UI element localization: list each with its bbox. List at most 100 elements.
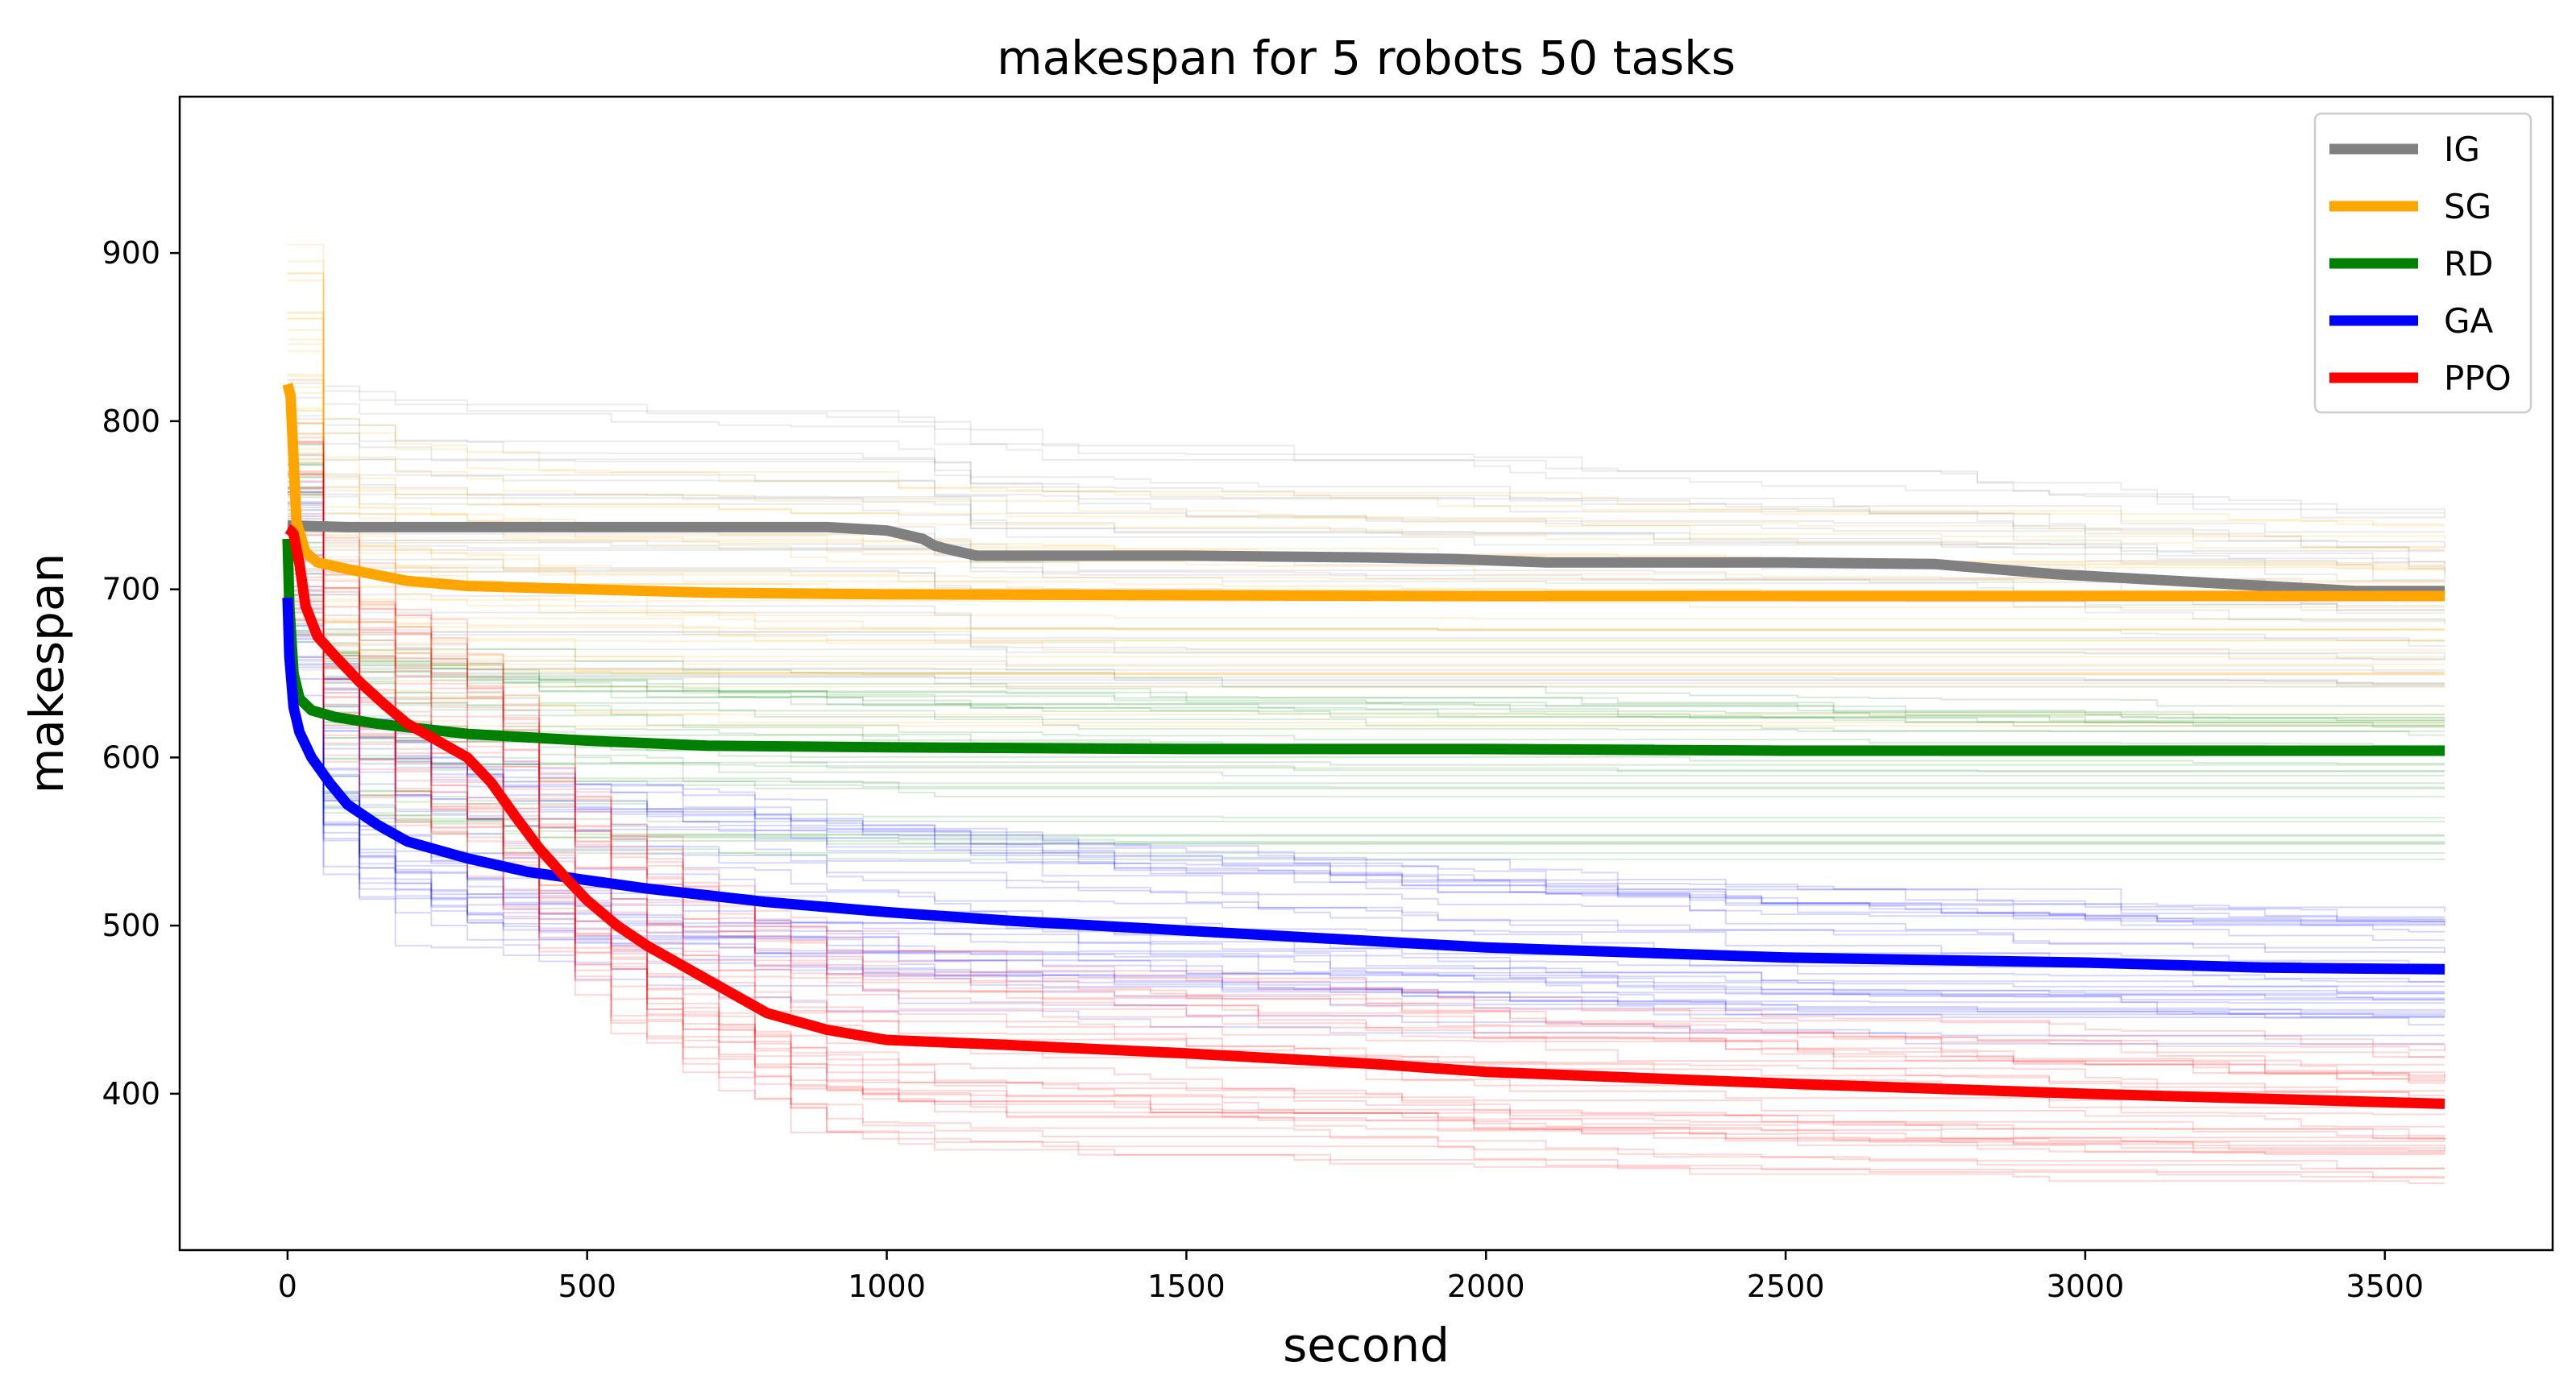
run-trace-rd: [287, 553, 2445, 789]
run-trace-ppo: [287, 472, 2445, 1076]
run-trace-rd: [287, 619, 2445, 844]
run-trace-ig: [287, 623, 2445, 673]
run-trace-sg: [287, 408, 2445, 631]
run-trace-ig: [287, 418, 2445, 533]
run-trace-rd: [287, 600, 2445, 819]
run-trace-ga: [287, 594, 2445, 992]
run-trace-rd: [287, 491, 2445, 747]
run-trace-sg: [287, 409, 2445, 631]
run-trace-sg: [287, 448, 2445, 676]
run-trace-ig: [287, 493, 2446, 579]
x-tick-label: 1000: [848, 1269, 926, 1304]
run-trace-ppo: [287, 569, 2446, 1140]
run-trace-rd: [287, 464, 2445, 718]
run-trace-ppo: [287, 599, 2445, 1152]
run-trace-sg: [287, 494, 2445, 715]
run-trace-ga: [287, 504, 2446, 912]
run-trace-ga: [287, 590, 2445, 983]
run-trace-rd: [287, 568, 2445, 789]
run-trace-ig: [287, 464, 2446, 574]
run-trace-ppo: [287, 601, 2445, 1155]
run-trace-rd: [287, 640, 2445, 860]
run-trace-sg: [287, 452, 2445, 675]
run-trace-ig: [287, 486, 2445, 582]
run-trace-sg: [287, 422, 2445, 642]
run-trace-ppo: [287, 576, 2446, 1151]
run-trace-rd: [287, 476, 2445, 722]
run-trace-sg: [287, 461, 2445, 665]
run-trace-sg: [287, 260, 2445, 525]
run-trace-ga: [287, 666, 2445, 1019]
series-line-ppo: [284, 524, 2445, 1109]
chart-title: makespan for 5 robots 50 tasks: [997, 31, 1736, 85]
run-trace-rd: [287, 453, 2445, 722]
series-line-sg: [282, 383, 2445, 602]
mean-series-lines: [282, 383, 2445, 1109]
run-trace-ig: [287, 379, 2445, 514]
run-trace-rd: [287, 630, 2445, 845]
run-trace-ig: [287, 655, 2445, 688]
run-trace-rd: [287, 541, 2445, 776]
run-trace-ppo: [287, 617, 2445, 1170]
run-trace-ig: [287, 396, 2445, 519]
run-trace-ig: [287, 515, 2445, 597]
series-line-ig: [287, 520, 2445, 597]
run-trace-ppo: [287, 579, 2445, 1154]
run-trace-ga: [287, 517, 2445, 923]
run-trace-ig: [287, 487, 2445, 581]
run-trace-ga: [287, 528, 2445, 933]
run-trace-ga: [287, 641, 2445, 1017]
run-trace-ga: [287, 481, 2445, 922]
run-trace-ppo: [287, 437, 2445, 1058]
legend-label-ppo: PPO: [2444, 358, 2512, 398]
run-trace-ga: [287, 624, 2445, 1001]
run-trace-ga: [287, 694, 2445, 1045]
legend: IG SG RD GA PPO: [2313, 112, 2532, 414]
x-tick-label: 500: [558, 1269, 616, 1304]
run-trace-ig: [287, 415, 2445, 551]
run-trace-sg: [287, 433, 2445, 658]
x-axis-label: second: [1283, 1318, 1450, 1373]
x-axis-ticks: 0 500 1000 1500 2000 2500 3000 3500: [278, 1250, 2424, 1304]
run-trace-ppo: [287, 561, 2445, 1141]
plot-frame: [178, 95, 2554, 1252]
run-trace-rd: [287, 623, 2445, 843]
legend-label-sg: SG: [2444, 187, 2491, 226]
run-trace-ga: [287, 502, 2445, 920]
run-trace-ga: [287, 664, 2445, 1018]
run-trace-ig: [287, 619, 2445, 660]
run-trace-ppo: [287, 516, 2445, 1096]
y-tick-label: 700: [102, 572, 160, 607]
run-trace-ppo: [287, 454, 2446, 1079]
legend-box: [2313, 112, 2532, 414]
run-trace-ig: [287, 474, 2446, 564]
run-trace-ig: [287, 590, 2446, 647]
run-trace-ppo: [287, 474, 2446, 1078]
y-tick-label: 900: [102, 235, 160, 271]
run-trace-ig: [287, 631, 2446, 660]
y-tick-label: 800: [102, 404, 160, 439]
run-trace-rd: [287, 494, 2445, 727]
run-trace-rd: [287, 487, 2445, 727]
run-trace-ga: [287, 559, 2446, 954]
run-trace-ga: [287, 656, 2445, 1026]
series-line-ga: [282, 597, 2445, 975]
run-trace-ig: [287, 669, 2445, 685]
run-trace-ppo: [287, 607, 2445, 1153]
legend-label-ig: IG: [2444, 130, 2480, 169]
run-trace-ppo: [287, 607, 2445, 1170]
run-trace-ga: [287, 638, 2445, 1013]
run-trace-ig: [287, 638, 2445, 685]
run-trace-sg: [287, 503, 2445, 727]
legend-label-ga: GA: [2444, 301, 2494, 341]
run-trace-sg: [287, 410, 2445, 631]
run-trace-sg: [287, 422, 2445, 642]
run-trace-ga: [287, 512, 2445, 925]
legend-label-rd: RD: [2444, 244, 2494, 284]
x-tick-label: 0: [278, 1269, 297, 1304]
run-trace-ig: [287, 382, 2446, 519]
run-trace-ppo: [287, 470, 2445, 1082]
run-trace-rd: [287, 491, 2445, 736]
